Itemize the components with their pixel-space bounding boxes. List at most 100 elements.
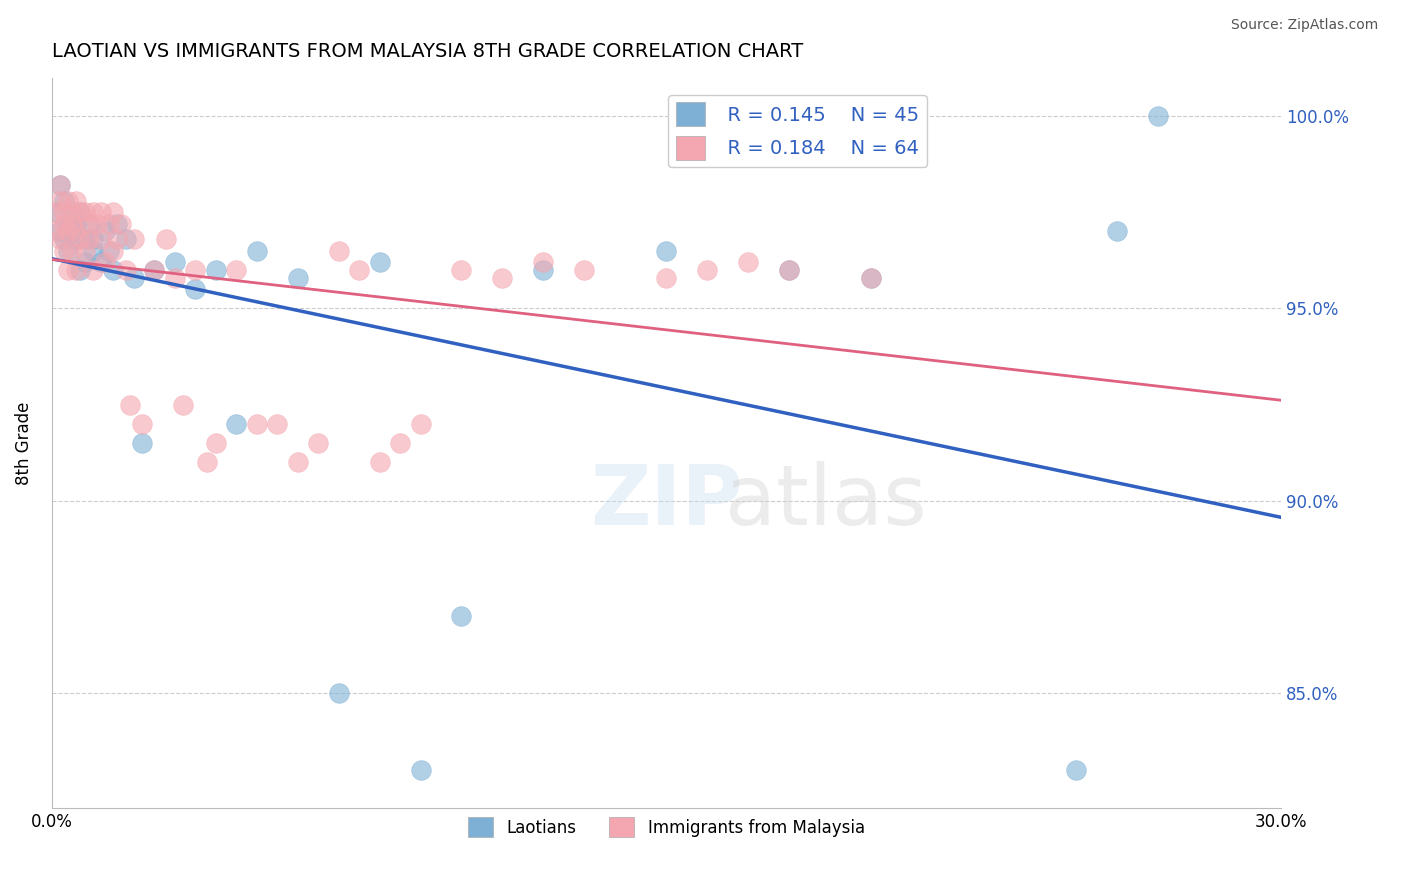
Point	[65, 224, 87, 238]
Point	[65, 194, 87, 208]
Point	[56, 263, 79, 277]
Point	[53, 194, 76, 208]
Point	[94, 224, 117, 238]
Point	[49, 232, 72, 246]
Point	[53, 205, 76, 219]
Point	[77, 232, 100, 246]
Point	[56, 244, 79, 258]
Point	[491, 270, 513, 285]
Point	[69, 205, 91, 219]
Point	[45, 205, 67, 219]
Point	[49, 224, 72, 238]
Point	[163, 255, 186, 269]
Point	[533, 263, 555, 277]
Point	[307, 436, 329, 450]
Point	[328, 244, 350, 258]
Point	[45, 224, 67, 238]
Point	[73, 232, 96, 246]
Point	[82, 232, 104, 246]
Point	[131, 436, 153, 450]
Point	[328, 686, 350, 700]
Text: atlas: atlas	[725, 461, 927, 542]
Point	[82, 263, 104, 277]
Point	[197, 455, 219, 469]
Point	[53, 232, 76, 246]
Point	[73, 205, 96, 219]
Point	[65, 263, 87, 277]
Point	[246, 244, 269, 258]
Text: LAOTIAN VS IMMIGRANTS FROM MALAYSIA 8TH GRADE CORRELATION CHART: LAOTIAN VS IMMIGRANTS FROM MALAYSIA 8TH …	[52, 42, 803, 61]
Point	[450, 263, 472, 277]
Point	[246, 417, 269, 431]
Point	[266, 417, 288, 431]
Point	[389, 436, 412, 450]
Point	[114, 263, 136, 277]
Point	[69, 263, 91, 277]
Point	[105, 217, 128, 231]
Point	[696, 263, 718, 277]
Point	[225, 417, 247, 431]
Point	[533, 255, 555, 269]
Point	[69, 205, 91, 219]
Point	[77, 217, 100, 231]
Point	[368, 455, 391, 469]
Point	[287, 455, 309, 469]
Point	[60, 224, 83, 238]
Point	[450, 609, 472, 624]
Point	[143, 263, 166, 277]
Point	[574, 263, 596, 277]
Point	[69, 232, 91, 246]
Point	[49, 178, 72, 193]
Point	[737, 255, 759, 269]
Point	[98, 217, 121, 231]
Point	[56, 224, 79, 238]
Point	[114, 232, 136, 246]
Point	[778, 263, 800, 277]
Point	[53, 217, 76, 231]
Point	[53, 244, 76, 258]
Point	[155, 232, 177, 246]
Point	[49, 178, 72, 193]
Point	[1064, 763, 1087, 777]
Point	[60, 217, 83, 231]
Point	[98, 244, 121, 258]
Point	[118, 398, 141, 412]
Point	[860, 270, 883, 285]
Y-axis label: 8th Grade: 8th Grade	[15, 401, 32, 484]
Point	[60, 205, 83, 219]
Point	[77, 217, 100, 231]
Point	[82, 205, 104, 219]
Point	[86, 217, 108, 231]
Point	[60, 205, 83, 219]
Point	[56, 217, 79, 231]
Point	[860, 270, 883, 285]
Point	[45, 205, 67, 219]
Point	[204, 263, 226, 277]
Point	[82, 244, 104, 258]
Point	[1147, 109, 1170, 123]
Point	[110, 217, 132, 231]
Point	[172, 398, 194, 412]
Point	[184, 282, 207, 296]
Point	[90, 255, 112, 269]
Text: ZIP: ZIP	[591, 461, 742, 542]
Point	[347, 263, 370, 277]
Point	[90, 232, 112, 246]
Point	[56, 194, 79, 208]
Point	[163, 270, 186, 285]
Point	[65, 232, 87, 246]
Point	[655, 270, 678, 285]
Point	[49, 194, 72, 208]
Point	[60, 244, 83, 258]
Point	[73, 255, 96, 269]
Point	[131, 417, 153, 431]
Point	[105, 232, 128, 246]
Point	[65, 217, 87, 231]
Point	[103, 205, 125, 219]
Point	[184, 263, 207, 277]
Point	[1105, 224, 1128, 238]
Point	[122, 270, 145, 285]
Point	[103, 263, 125, 277]
Point	[409, 417, 432, 431]
Point	[778, 263, 800, 277]
